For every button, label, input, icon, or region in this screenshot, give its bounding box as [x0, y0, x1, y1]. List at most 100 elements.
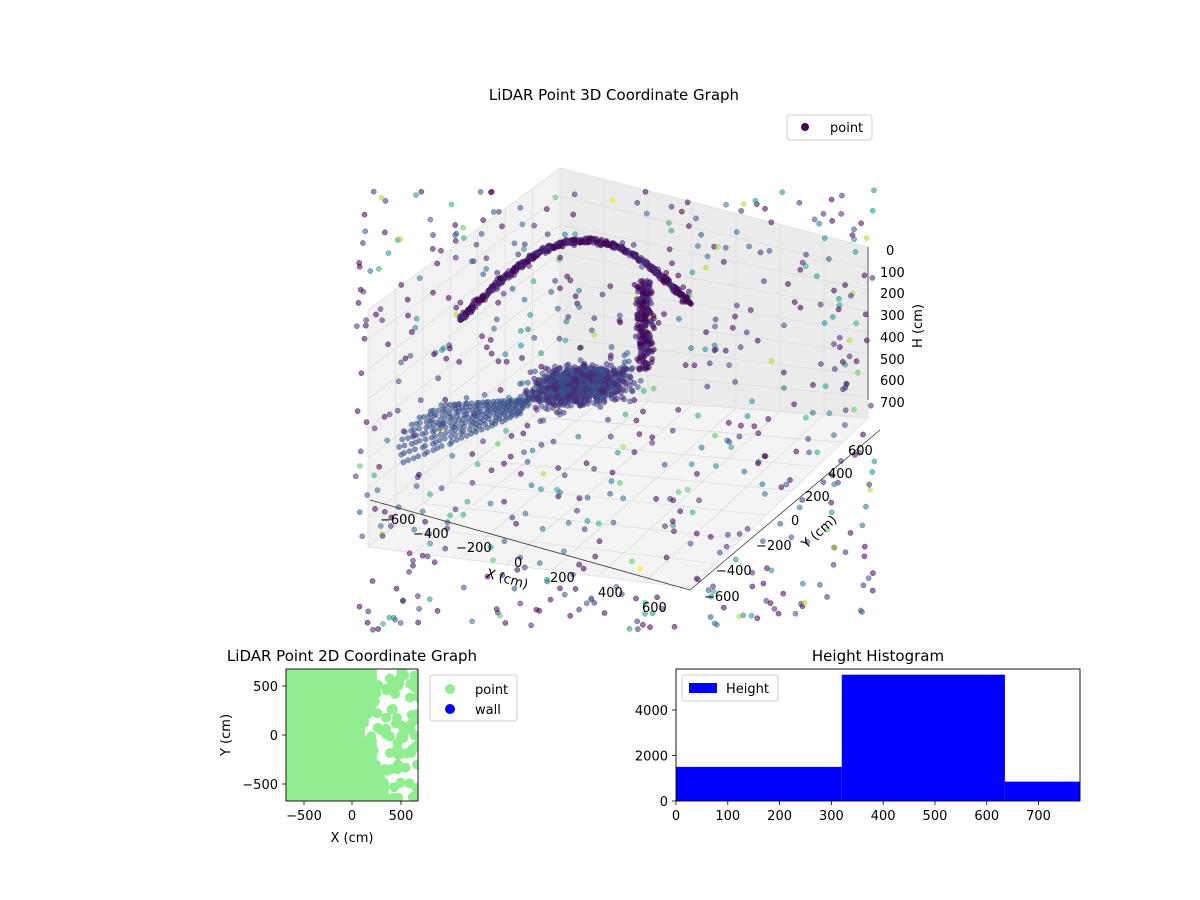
data-point [567, 613, 574, 619]
data-point [447, 512, 454, 519]
data-point [836, 295, 842, 302]
data-point [800, 580, 806, 587]
data-point [578, 238, 585, 245]
data-point [517, 600, 524, 607]
data-point-2d [400, 762, 411, 773]
data-point [499, 572, 506, 578]
data-point [641, 332, 648, 339]
data-point [500, 290, 507, 297]
grid-line [505, 404, 693, 565]
data-point [828, 509, 835, 516]
data-point [588, 595, 595, 602]
data-point [571, 397, 578, 404]
data-point [619, 366, 626, 373]
data-point-2d [372, 708, 383, 719]
data-point [804, 538, 811, 545]
data-point [356, 603, 363, 610]
data-point [552, 194, 559, 201]
grid-line [367, 252, 561, 400]
data-point [730, 325, 736, 331]
data-point [490, 287, 496, 294]
data-point [491, 325, 497, 332]
data-point [388, 514, 395, 521]
data-point [479, 333, 485, 340]
data-point [780, 590, 787, 597]
plot2d-points [286, 669, 418, 801]
data-point [372, 506, 378, 512]
plot2d-y-tick: −500 [242, 778, 278, 793]
data-point [354, 408, 361, 414]
data-point [570, 211, 577, 218]
grid-line [367, 224, 561, 370]
data-point [413, 483, 420, 489]
data-point [611, 244, 617, 251]
data-point [581, 396, 587, 402]
data-point [702, 346, 709, 353]
data-point [799, 497, 806, 503]
data-point [499, 223, 505, 230]
histogram-x-tick: 200 [767, 809, 792, 824]
data-point [707, 534, 714, 540]
histogram-y-tick: 0 [660, 795, 668, 810]
plot2d-x-tick: 500 [389, 809, 414, 824]
histogram: Height Histogram 0 100 200 300 400 500 600 700 … [635, 647, 1081, 824]
data-point [781, 369, 787, 376]
data-point [626, 358, 632, 365]
data-point [421, 451, 428, 457]
grid-line [395, 524, 716, 565]
data-point [640, 622, 646, 628]
data-point [490, 209, 497, 215]
data-point [415, 453, 422, 460]
data-point [601, 369, 607, 376]
data-point [593, 401, 600, 407]
data-point [712, 432, 718, 439]
data-point [806, 449, 812, 456]
plot3d-y-axis-line [689, 429, 881, 591]
data-point [576, 304, 583, 310]
plot3d-x-tick: 0 [514, 556, 522, 571]
data-point [576, 561, 582, 568]
data-point [517, 380, 523, 387]
data-point [752, 197, 759, 204]
data-point [871, 458, 878, 465]
data-point [488, 422, 495, 429]
data-point [810, 382, 816, 388]
data-point [818, 361, 824, 367]
data-point [635, 626, 641, 632]
plot2d-x-label: X (cm) [331, 831, 374, 846]
data-point [580, 565, 587, 572]
data-point [513, 520, 519, 527]
data-point [413, 192, 419, 198]
data-point [570, 571, 576, 578]
data-point [518, 328, 524, 334]
data-point [427, 216, 434, 223]
data-point [619, 591, 625, 598]
data-point [721, 604, 727, 611]
data-point [456, 359, 463, 365]
data-point [449, 452, 456, 459]
data-point [426, 596, 433, 603]
data-point [828, 196, 835, 203]
data-point [680, 284, 687, 291]
plot3d-z-tick: 0 [886, 244, 894, 259]
data-point [487, 337, 494, 343]
plot3d-z-tick: 400 [880, 331, 905, 346]
data-point [402, 355, 409, 362]
data-point [576, 287, 582, 294]
data-point [708, 593, 714, 600]
data-point [550, 401, 557, 408]
data-point [555, 305, 561, 312]
data-point-2d [391, 713, 402, 723]
data-point-2d [368, 745, 379, 756]
data-point [416, 471, 422, 478]
data-point [591, 383, 598, 390]
data-point [557, 285, 563, 292]
plot3d-legend-frame [786, 114, 873, 141]
data-point [650, 265, 657, 272]
data-point [597, 373, 604, 380]
data-point [565, 314, 572, 320]
data-point [544, 384, 551, 391]
data-point [427, 408, 434, 414]
data-point [460, 584, 467, 591]
data-point [431, 351, 437, 358]
